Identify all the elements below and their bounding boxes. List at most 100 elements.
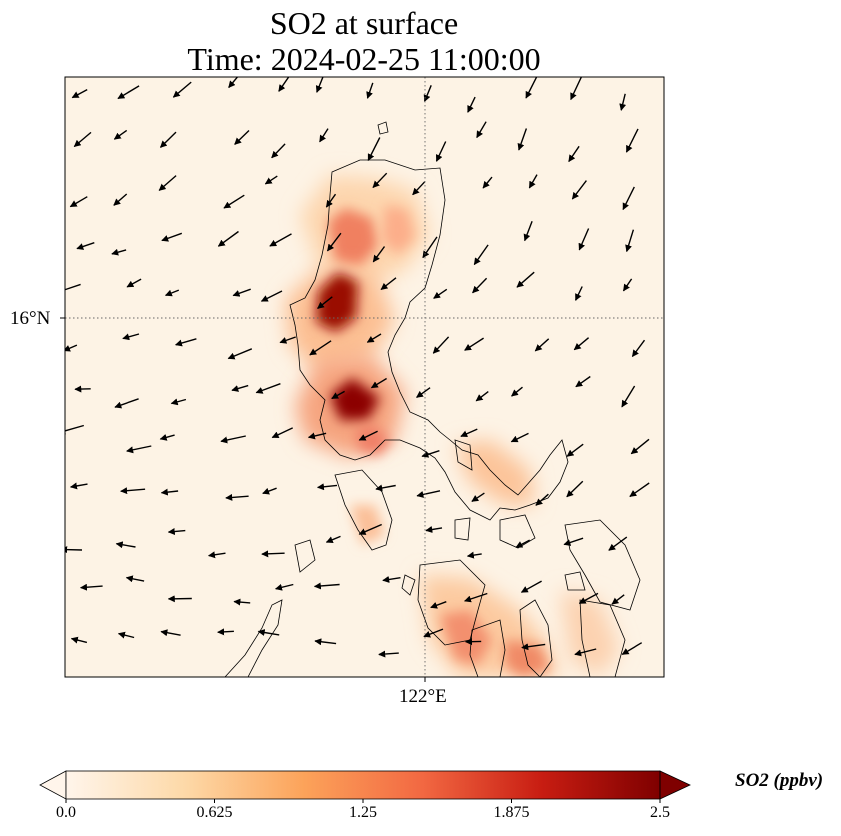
wind-arrow (432, 336, 450, 354)
coastline-islet-5 (564, 571, 586, 591)
wind-arrow (170, 398, 187, 406)
wind-arrow (621, 385, 636, 408)
wind-arrow (307, 432, 327, 440)
wind-arrow (228, 77, 239, 89)
wind-arrow (261, 550, 285, 558)
wind-arrow (111, 248, 127, 256)
wind-arrow (220, 435, 246, 444)
wind-arrow (319, 128, 329, 143)
wind-arrow (358, 523, 382, 535)
wind-arrow (70, 482, 88, 490)
wind-arrow (622, 278, 633, 292)
wind-arrow (208, 551, 226, 559)
wind-arrow (122, 333, 140, 341)
wind-arrow (234, 129, 250, 145)
wind-arrow (563, 537, 584, 546)
wind-arrow (520, 580, 542, 593)
wind-arrow (372, 246, 386, 263)
coastline-leyte (579, 599, 626, 677)
wind-arrow (516, 271, 535, 288)
wind-arrow (278, 77, 290, 92)
coastline-islet-1 (377, 121, 389, 135)
colorbar-gradient (66, 771, 660, 799)
wind-arrow (65, 344, 78, 352)
wind-arrow (269, 233, 292, 247)
map-figure (60, 76, 665, 682)
wind-arrow (358, 430, 378, 441)
wind-arrow (71, 88, 88, 99)
wind-arrow (161, 232, 183, 242)
wind-arrow (125, 575, 145, 583)
wind-arrow (80, 583, 103, 591)
wind-arrow (314, 638, 337, 646)
wind-arrow (113, 129, 128, 140)
wind-arrow (257, 629, 280, 636)
wind-arrow (471, 492, 485, 502)
wind-arrow (630, 438, 650, 455)
wind-arrow (225, 493, 249, 501)
wind-arrow (622, 186, 635, 211)
coastline-islet-2 (454, 439, 473, 471)
wind-arrow (619, 93, 627, 111)
latitude-tick-label: 16°N (10, 308, 51, 329)
wind-arrow (366, 82, 374, 99)
wind-arrow (467, 96, 476, 113)
coastline-negros (469, 619, 506, 677)
wind-arrow (331, 390, 345, 400)
wind-arrow (472, 277, 488, 294)
wind-arrow (264, 175, 278, 185)
wind-arrow (412, 181, 426, 196)
wind-arrow (466, 551, 482, 559)
wind-arrow (435, 141, 447, 162)
wind-arrow (608, 536, 628, 551)
wind-arrow (70, 636, 88, 644)
wind-arrow (164, 289, 180, 297)
colorbar-title: SO2 (ppbv) (735, 770, 824, 791)
wind-arrow (535, 493, 549, 506)
wind-arrow (160, 629, 181, 637)
wind-arrow (65, 283, 81, 291)
wind-arrow (464, 337, 484, 351)
wind-arrow (575, 375, 591, 388)
wind-arrow (525, 77, 538, 99)
wind-arrow (416, 490, 441, 498)
wind-arrow (172, 81, 192, 98)
wind-arrow (570, 77, 583, 101)
wind-arrow (573, 337, 590, 351)
wind-arrow (175, 338, 197, 347)
wind-vectors (65, 77, 650, 658)
wind-arrow (523, 221, 533, 242)
wind-arrow (621, 642, 643, 655)
map-frame (64, 76, 665, 678)
wind-arrow (76, 242, 95, 250)
wind-arrow (309, 340, 332, 356)
wind-arrow (629, 482, 650, 498)
wind-arrow (115, 541, 136, 549)
wind-arrow (325, 193, 337, 208)
wind-arrow (378, 650, 399, 658)
coastline-palawan-north (224, 599, 283, 677)
wind-arrow (511, 386, 523, 397)
wind-arrow (120, 487, 146, 495)
wind-arrow (279, 336, 296, 344)
colorbar-ticks (65, 799, 661, 803)
wind-arrow (366, 333, 382, 343)
wind-arrow (317, 483, 338, 491)
wind-arrow (464, 592, 488, 603)
wind-arrow (160, 488, 179, 496)
wind-arrow (69, 196, 88, 208)
wind-arrow (380, 277, 397, 291)
wind-arrow (416, 387, 431, 398)
wind-arrow (625, 229, 635, 253)
wind-arrow (571, 180, 587, 200)
wind-arrow (515, 539, 531, 548)
wind-arrow (421, 450, 440, 458)
colorbar-extend-max (659, 770, 691, 800)
wind-arrow (534, 338, 550, 352)
wind-arrow (271, 427, 293, 439)
wind-arrow (159, 434, 175, 441)
wind-arrow (367, 137, 381, 162)
wind-arrow (423, 85, 432, 103)
so2-concentration-layer (285, 175, 620, 677)
wind-arrow (160, 131, 177, 148)
